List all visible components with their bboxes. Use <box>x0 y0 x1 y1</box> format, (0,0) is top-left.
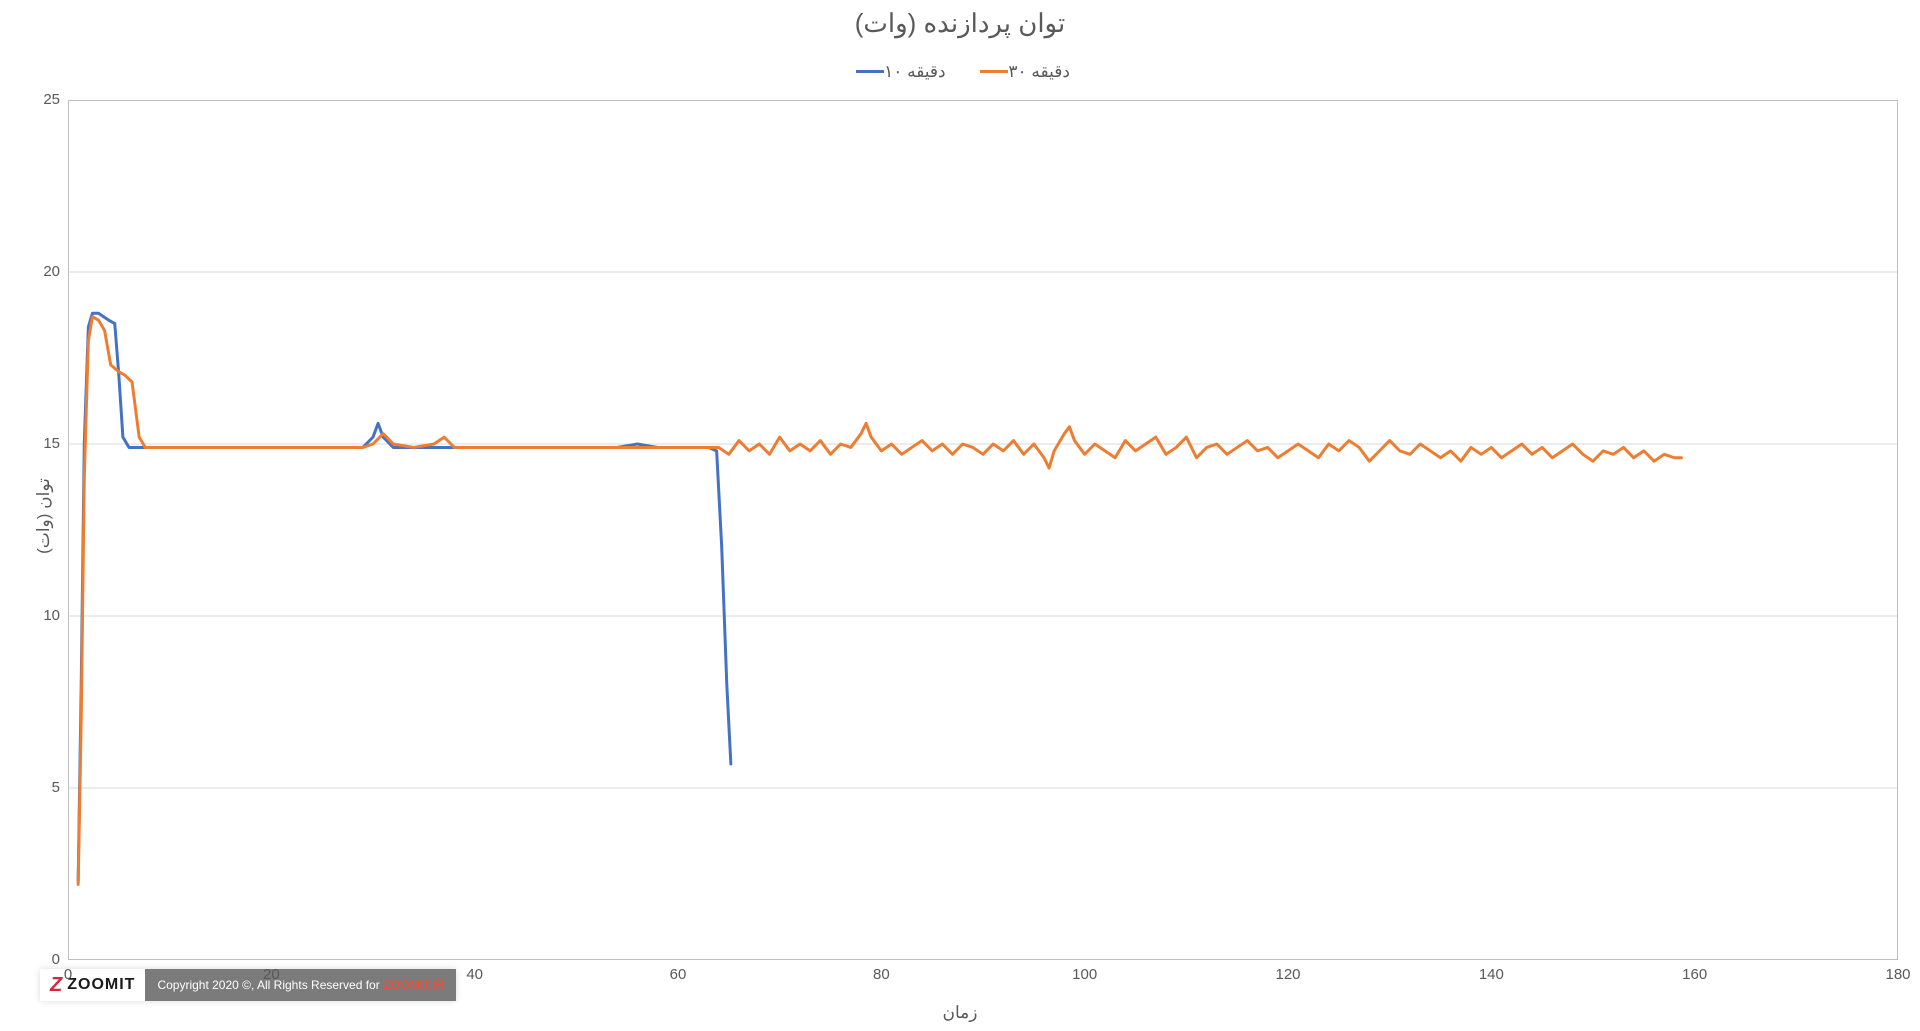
y-tick-label: 5 <box>52 779 60 796</box>
x-axis-label: زمان <box>0 1003 1920 1023</box>
watermark-copyright-accent: ZOOMIT.IR <box>384 978 445 992</box>
x-tick-label: 120 <box>1275 966 1300 983</box>
chart-title: توان پردازنده (وات) <box>0 8 1920 39</box>
legend-swatch-1 <box>856 70 884 73</box>
y-tick-label: 10 <box>43 607 60 624</box>
y-tick-label: 15 <box>43 435 60 452</box>
legend-label-2: ۳۰ دقیقه <box>1008 62 1070 82</box>
legend-item-2: ۳۰ دقیقه <box>974 62 1070 82</box>
legend: ۱۰ دقیقه ۳۰ دقیقه <box>0 58 1920 82</box>
x-tick-label: 40 <box>466 966 483 983</box>
x-tick-label: 60 <box>670 966 687 983</box>
watermark-logo-icon: Z <box>50 974 63 997</box>
x-tick-label: 140 <box>1479 966 1504 983</box>
legend-label-1: ۱۰ دقیقه <box>884 62 946 82</box>
plot-area <box>68 100 1898 960</box>
x-tick-label: 180 <box>1885 966 1910 983</box>
y-axis-label: توان (وات) <box>34 478 54 554</box>
legend-swatch-2 <box>980 70 1008 73</box>
y-tick-label: 20 <box>43 263 60 280</box>
legend-item-1: ۱۰ دقیقه <box>850 62 946 82</box>
x-tick-label: 20 <box>263 966 280 983</box>
x-tick-label: 80 <box>873 966 890 983</box>
x-tick-label: 160 <box>1682 966 1707 983</box>
watermark-logo-text: ZOOMIT <box>67 976 135 994</box>
x-tick-label: 0 <box>64 966 72 983</box>
x-tick-label: 100 <box>1072 966 1097 983</box>
watermark: Z ZOOMIT Copyright 2020 ©, All Rights Re… <box>40 969 456 1001</box>
watermark-copyright: Copyright 2020 ©, All Rights Reserved fo… <box>145 969 456 1001</box>
watermark-logo: Z ZOOMIT <box>40 969 145 1001</box>
y-tick-label: 0 <box>52 951 60 968</box>
y-tick-label: 25 <box>43 91 60 108</box>
